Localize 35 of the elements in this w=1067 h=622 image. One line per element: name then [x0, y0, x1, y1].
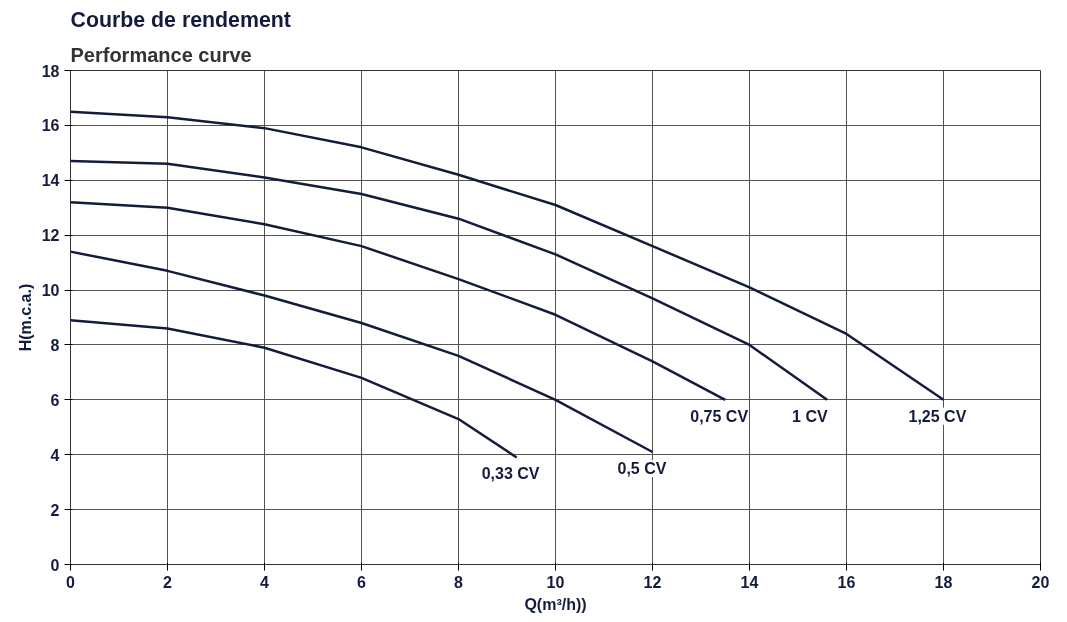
line-series — [70, 110, 945, 402]
y-tick-label: 6 — [50, 391, 60, 409]
annotation: 1,25 CV — [908, 407, 967, 425]
annotation: 1 CV — [792, 407, 828, 425]
y-tick-label: 8 — [50, 336, 60, 354]
x-axis-title: Q(m³/h)) — [524, 595, 587, 613]
x-tick-label: 20 — [1031, 573, 1050, 591]
annotation: 0,33 CV — [481, 465, 540, 483]
y-tick-label: 2 — [50, 501, 60, 519]
y-tick-label: 10 — [41, 282, 60, 300]
x-tick-label: 14 — [740, 573, 759, 591]
line-series — [70, 318, 518, 459]
x-tick-label: 2 — [163, 573, 173, 591]
annotation: 0,5 CV — [617, 459, 667, 477]
y-tick-label: 16 — [41, 117, 60, 135]
y-tick-label: 14 — [41, 172, 60, 190]
x-tick-label: 18 — [934, 573, 953, 591]
line-series — [70, 250, 654, 454]
annotation: 0,75 CV — [690, 407, 749, 425]
line-series — [70, 159, 829, 402]
x-tick-label: 16 — [837, 573, 856, 591]
y-axis-title: H(m.c.a.) — [16, 283, 34, 352]
chart-title: Courbe de rendement — [70, 7, 291, 32]
x-tick-label: 4 — [260, 573, 270, 591]
x-tick-label: 10 — [546, 573, 565, 591]
x-tick-label: 12 — [643, 573, 662, 591]
x-tick-label: 8 — [454, 573, 464, 591]
y-tick-label: 12 — [41, 227, 60, 245]
line-series — [70, 200, 727, 402]
y-tick-label: 18 — [41, 62, 60, 80]
x-tick-label: 0 — [66, 573, 76, 591]
y-tick-label: 4 — [50, 446, 60, 464]
x-tick-label: 6 — [357, 573, 367, 591]
chart-subtitle: Performance curve — [70, 43, 252, 66]
y-tick-label: 0 — [50, 556, 60, 574]
